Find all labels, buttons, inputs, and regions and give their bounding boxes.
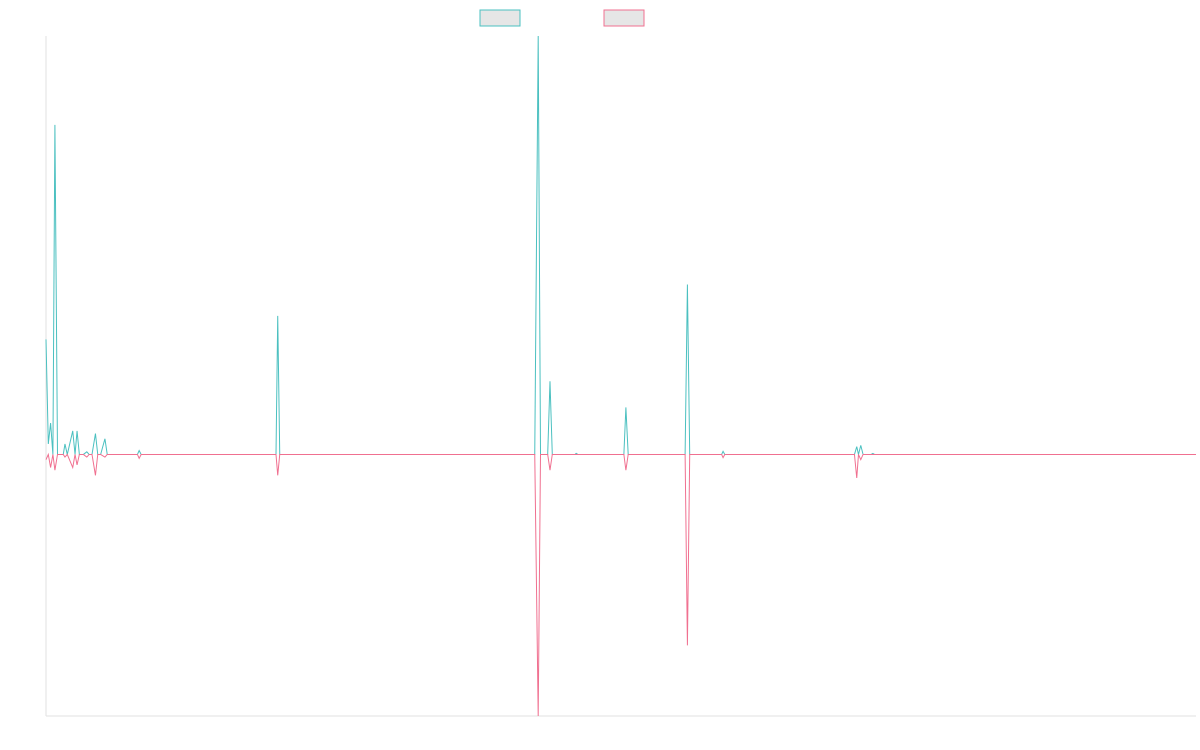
- series-layer: [45, 35, 1196, 717]
- series-line-2: [45, 452, 1196, 717]
- legend-swatch-2[interactable]: [603, 9, 645, 27]
- axes: [45, 36, 1196, 717]
- legend: [479, 9, 645, 27]
- series-line-1: [45, 35, 1196, 455]
- legend-swatch-1[interactable]: [479, 9, 521, 27]
